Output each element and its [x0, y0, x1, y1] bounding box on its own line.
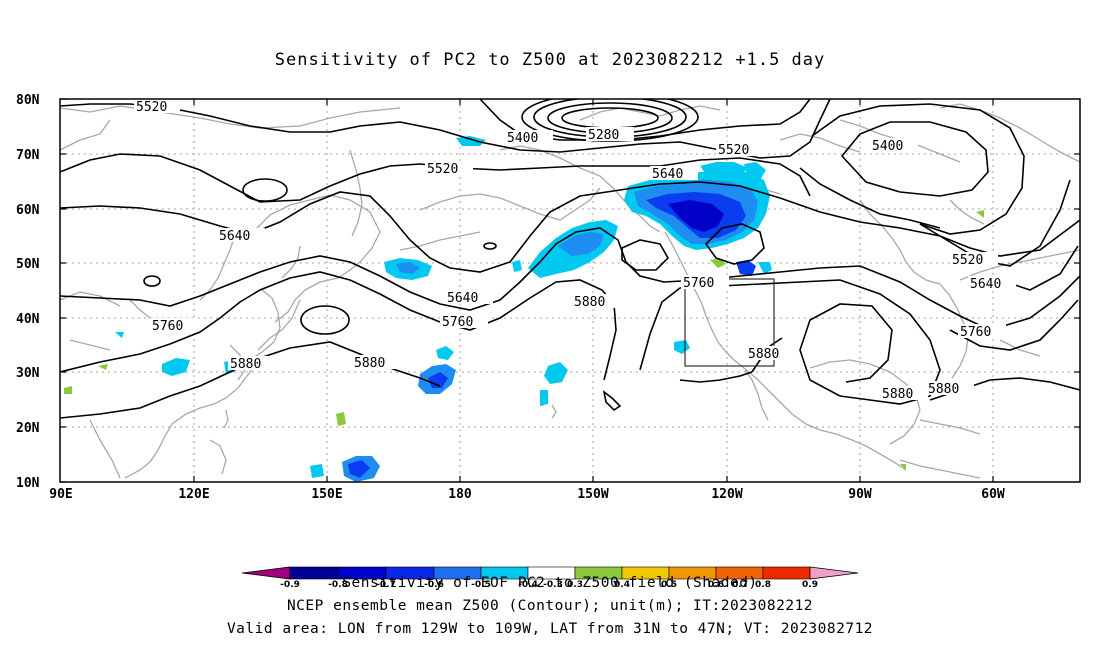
contour-label: 5880	[354, 356, 385, 371]
contour-label: 5520	[136, 100, 167, 115]
contour-label: 5760	[683, 276, 714, 291]
contour-label: 5520	[952, 253, 983, 268]
contour-label-group: 5520 5400 5280 5520 5400 5520 5640 5640 …	[134, 99, 1016, 402]
colorbar-tick: -0.6	[424, 580, 444, 590]
contour-label: 5880	[230, 357, 261, 372]
contour-label: 5760	[960, 325, 991, 340]
colorbar-tick: 0.5	[661, 580, 677, 590]
contour-label: 5640	[219, 229, 250, 244]
contour-label: 5880	[928, 382, 959, 397]
lon-tick-label: 180	[448, 487, 472, 502]
lat-tick-label: 60N	[16, 203, 40, 218]
colorbar-tick: 0.9	[802, 580, 818, 590]
contour-label: 5640	[652, 167, 683, 182]
colorbar-tick: -0.8	[328, 580, 348, 590]
contour-label: 5760	[442, 315, 473, 330]
map-title: Sensitivity of PC2 to Z500 at 2023082212…	[274, 50, 826, 70]
lon-tick-label: 150W	[577, 487, 608, 502]
contour-label: 5640	[447, 291, 478, 306]
colorbar-tick: 0.3	[567, 580, 583, 590]
contour-label: 5880	[748, 347, 779, 362]
lon-tick-label: 90E	[49, 487, 72, 502]
lon-tick-label: 60W	[981, 487, 1005, 502]
colorbar-tick: 0.7	[732, 580, 748, 590]
contour-label: 5520	[427, 162, 458, 177]
colorbar-tick: 0.6	[708, 580, 724, 590]
longitude-axis: 90E 120E 150E 180 150W 120W 90W 60W	[49, 487, 1005, 502]
lat-tick-label: 30N	[16, 366, 40, 381]
colorbar-tick: 0.4	[614, 580, 630, 590]
coastlines	[60, 103, 1080, 479]
valid-area-box	[684, 278, 775, 367]
colorbar: -0.9 -0.8 -0.7 -0.6 -0.5 -0.4 -0.3 0.3 0…	[241, 566, 859, 590]
contour-label: 5760	[152, 319, 183, 334]
lat-tick-label: 80N	[16, 93, 40, 108]
colorbar-tick: -0.3	[543, 580, 563, 590]
tick-marks	[60, 98, 1080, 483]
caption-shading: Sensitivity of EOF PC2 to Z500 field (Sh…	[342, 575, 758, 591]
lat-tick-label: 20N	[16, 421, 40, 436]
lon-tick-label: 150E	[311, 487, 342, 502]
contour-label: 5400	[872, 139, 903, 154]
colorbar-tick: 0.8	[755, 580, 771, 590]
sensitivity-shading	[64, 136, 984, 482]
caption-contour: NCEP ensemble mean Z500 (Contour); unit(…	[286, 598, 814, 614]
lat-tick-label: 10N	[16, 476, 40, 491]
contour-label: 5880	[574, 295, 605, 310]
contour-label: 5520	[718, 143, 749, 158]
colorbar-tick: -0.5	[471, 580, 491, 590]
colorbar-tick: -0.9	[280, 580, 300, 590]
contour-label: 5400	[507, 131, 538, 146]
contour-label: 5280	[588, 128, 619, 143]
lon-tick-label: 120E	[178, 487, 209, 502]
lat-tick-label: 50N	[16, 257, 40, 272]
contour-label: 5880	[882, 387, 913, 402]
caption-valid-area: Valid area: LON from 129W to 109W, LAT f…	[226, 621, 874, 637]
colorbar-tick: -0.4	[518, 580, 538, 590]
lon-tick-label: 90W	[848, 487, 872, 502]
latitude-axis: 80N 70N 60N 50N 40N 30N 20N 10N	[16, 93, 40, 491]
plot-frame	[59, 98, 1081, 483]
contour-label: 5640	[970, 277, 1001, 292]
lon-tick-label: 120W	[711, 487, 742, 502]
colorbar-tick: -0.7	[376, 580, 396, 590]
colorbar-right-arrow	[809, 566, 859, 580]
lat-tick-label: 40N	[16, 312, 40, 327]
lat-tick-label: 70N	[16, 148, 40, 163]
